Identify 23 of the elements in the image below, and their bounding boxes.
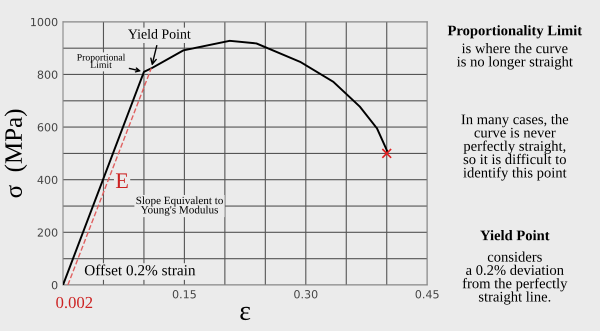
x-axis-title: ε: [240, 306, 250, 320]
line-series: [63, 40, 389, 285]
annotation: Yield Point: [128, 28, 191, 39]
x-tick-label: 0.15: [172, 290, 196, 298]
y-tick-label: 400: [37, 176, 58, 184]
y-tick-label: 1000: [31, 18, 58, 26]
annotation: Offset 0.2% strain: [84, 264, 196, 276]
y-tick-label: 0: [52, 280, 58, 290]
x-tick-label: 0.30: [294, 290, 318, 298]
text: In many cases, the curve is never perfectly straight, so it is difficult to identify this point: [461, 114, 568, 181]
x-tick-label: 0.45: [416, 290, 439, 298]
y-tick-label: 800: [38, 70, 58, 79]
text: Proportionality Limit: [448, 25, 582, 38]
y-axis-title: σ (MPa): [4, 110, 28, 198]
text: 0.002: [56, 296, 92, 308]
text: is where the curve is no longer straight: [456, 43, 573, 70]
text: Yield Point: [480, 230, 550, 240]
y-tick-label: 200: [38, 228, 58, 237]
annotation: Slope Equivalent to Young's Modulus: [136, 196, 223, 216]
annotation: E: [116, 173, 128, 188]
annotation: Proportional Limit: [77, 54, 126, 68]
y-tick-label: 600: [38, 123, 58, 132]
text: considers a 0.2% deviation from the perfectly straight line.: [462, 251, 568, 305]
